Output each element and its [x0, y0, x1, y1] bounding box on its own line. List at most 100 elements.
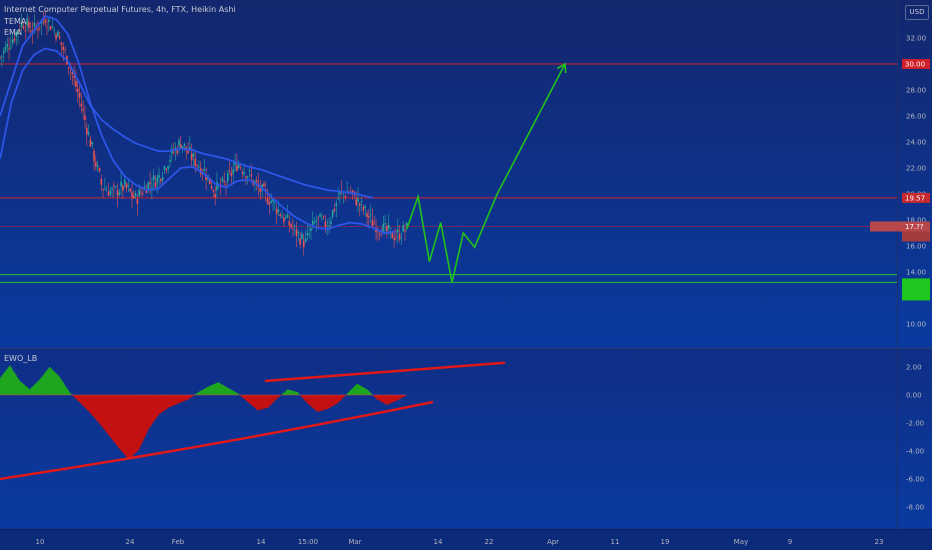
candle-body [17, 31, 19, 33]
candle-body [44, 20, 46, 24]
time-tick-label: 24 [126, 538, 135, 546]
candle-body [237, 164, 240, 168]
candle-body [100, 178, 103, 185]
candle-body [180, 144, 182, 149]
candle-body [362, 206, 365, 211]
candle-body [160, 179, 162, 181]
time-tick-label: Mar [348, 538, 361, 546]
candle-body [82, 108, 84, 111]
candle-body [281, 217, 283, 218]
candle-body [295, 229, 298, 237]
price-tick-label: 32.00 [906, 35, 926, 43]
candle-body [114, 186, 117, 188]
candle-body [105, 190, 108, 192]
support-zone-badge [902, 278, 930, 301]
candle-body [288, 221, 291, 226]
candle-body [317, 216, 320, 218]
ma-line-tema [0, 47, 374, 199]
level-badge-resistance [902, 59, 930, 69]
candle-body [304, 238, 307, 242]
candle-body [71, 72, 74, 75]
candle-body [6, 44, 9, 47]
price-tick-label: 22.00 [906, 165, 926, 173]
candle-body [181, 146, 184, 148]
time-tick-label: 9 [788, 538, 792, 546]
candle-body [389, 227, 392, 229]
candle-body [400, 237, 403, 239]
currency-button[interactable]: USD [905, 5, 929, 20]
candle-body [176, 150, 178, 154]
candle-body [357, 198, 359, 202]
candle-body [344, 196, 347, 198]
candle-body [154, 182, 157, 188]
time-tick-label: 22 [485, 538, 494, 546]
ma-line-ema [0, 14, 396, 234]
candle-body [190, 154, 193, 161]
time-tick-label: 23 [875, 538, 884, 546]
level-badge-label-resistance: 30.00 [905, 61, 925, 69]
candle-body [243, 172, 245, 175]
candle-body [342, 193, 345, 195]
candle-body [1, 55, 3, 57]
candle-body [378, 233, 381, 235]
candle-body [89, 139, 92, 147]
candle-body [93, 150, 95, 162]
candle-body [358, 203, 361, 206]
candle-body [60, 42, 63, 46]
candle-body [19, 29, 21, 31]
candle-body [8, 48, 10, 50]
candle-body [76, 88, 79, 93]
time-tick-label: 11 [611, 538, 620, 546]
candle-body [156, 176, 159, 183]
time-tick-label: Apr [547, 538, 559, 546]
candle-body [161, 176, 164, 180]
candle-body [293, 225, 296, 227]
oscillator-pane [0, 349, 932, 529]
candle-body [143, 186, 146, 190]
candle-body [152, 175, 155, 181]
candle-body [53, 29, 56, 31]
candle-body [241, 172, 244, 174]
candle-body [322, 216, 325, 217]
candle-body [228, 170, 231, 172]
candle-body [120, 181, 122, 187]
candle-body [113, 185, 115, 187]
candle-body [149, 182, 151, 185]
candle-body [221, 178, 224, 181]
candle-body [107, 192, 110, 196]
candle-body [299, 238, 301, 245]
candle-body [297, 232, 300, 233]
candle-body [248, 170, 251, 172]
candle-body [15, 31, 18, 37]
candle-body [371, 220, 374, 227]
time-tick-label: Feb [172, 538, 185, 546]
candle-body [259, 188, 262, 193]
candle-body [163, 166, 166, 170]
candle-body [183, 143, 186, 146]
candle-body [85, 127, 88, 135]
candle-body [254, 181, 256, 183]
candle-body [339, 191, 341, 195]
time-tick-label: May [734, 538, 748, 546]
candle-body [205, 176, 207, 181]
candle-body [129, 188, 131, 192]
candle-body [95, 162, 97, 167]
candle-body [250, 174, 253, 177]
time-tick-label: 19 [661, 538, 670, 546]
price-tick-label: 18.00 [906, 217, 926, 225]
candle-body [255, 180, 258, 183]
oscillator-tick-label: -4.00 [906, 448, 924, 456]
candle-body [98, 167, 101, 172]
oscillator-title: EWO_LB [4, 354, 38, 363]
candle-body [4, 46, 7, 51]
candle-body [210, 186, 213, 189]
candle-body [49, 26, 52, 30]
projection-path [406, 63, 566, 283]
candle-body [33, 23, 36, 27]
price-tick-label: 24.00 [906, 139, 926, 147]
candle-body [311, 220, 314, 225]
candle-body [402, 225, 404, 232]
candle-body [333, 208, 336, 211]
